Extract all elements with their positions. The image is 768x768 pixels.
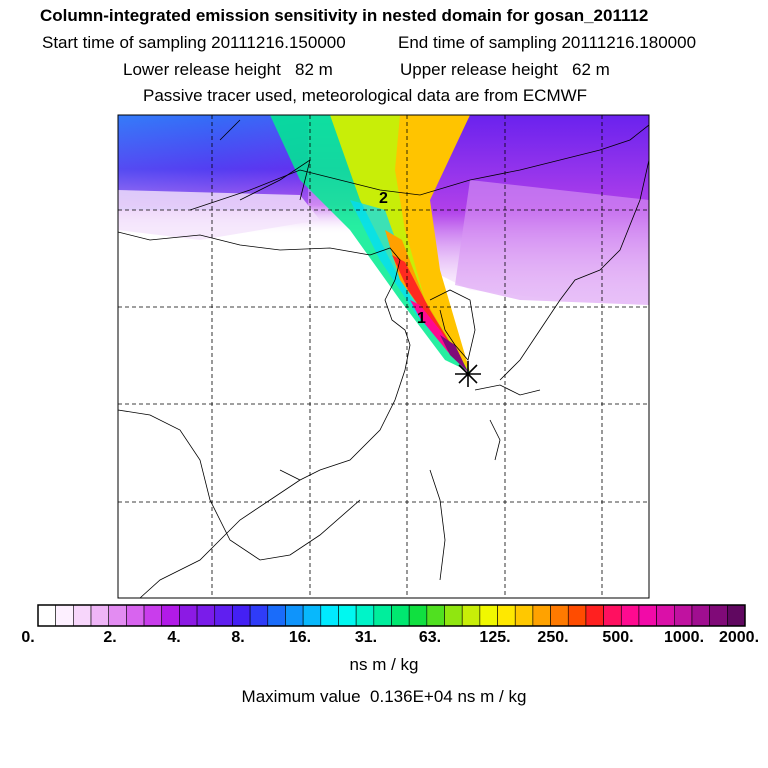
colorbar-cell — [179, 604, 198, 627]
colorbar-cell — [143, 604, 163, 627]
colorbar-cell — [90, 604, 110, 627]
colorbar-cell — [232, 604, 251, 627]
coastlines — [117, 119, 650, 599]
plot-area: 2 1 — [117, 114, 650, 599]
colorbar-cell — [249, 604, 269, 627]
colorbar-cell — [514, 604, 534, 627]
colorbar-cell — [567, 604, 587, 627]
asterisk-icon — [455, 361, 481, 387]
colorbar-cell — [355, 604, 375, 627]
plot-title: Column-integrated emission sensitivity i… — [40, 6, 649, 25]
start-time-label: Start time of sampling 20111216.150000 — [42, 33, 346, 52]
colorbar-cell — [550, 604, 569, 627]
colorbar-cell — [620, 604, 640, 627]
colorbar-tick-label: 1000. — [663, 629, 705, 646]
colorbar-cell — [37, 604, 56, 627]
colorbar-cell — [709, 604, 728, 627]
colorbar-cell — [727, 604, 746, 627]
colorbar-tick-label: 31. — [354, 629, 378, 646]
colorbar-cell — [426, 604, 445, 627]
tracer-info-label: Passive tracer used, meteorological data… — [143, 86, 588, 105]
colorbar-frame — [37, 604, 746, 627]
colorbar-tick-label: 8. — [231, 629, 245, 646]
colorbar-cell — [161, 604, 180, 627]
colorbar-tick-label: 0. — [21, 629, 35, 646]
marker-2: 2 — [379, 190, 388, 207]
colorbar-tick-label: 63. — [418, 629, 442, 646]
colorbar-cell — [267, 604, 286, 627]
colorbar-units: ns m / kg — [349, 655, 419, 674]
colorbar-cell — [373, 604, 392, 627]
colorbar-tick-label: 500. — [602, 629, 634, 646]
colorbar-cell — [479, 604, 498, 627]
colorbar-cell — [638, 604, 657, 627]
maximum-value-label: Maximum value 0.136E+04 ns m / kg — [241, 687, 527, 706]
colorbar-cell — [673, 604, 693, 627]
colorbar-cell — [691, 604, 710, 627]
end-time-label: End time of sampling 20111216.180000 — [398, 33, 697, 52]
colorbar-cell — [55, 604, 74, 627]
colorbar-cell — [461, 604, 481, 627]
colorbar-cell — [656, 604, 675, 627]
colorbar-cell — [214, 604, 233, 627]
lower-release-label: Lower release height 82 m — [123, 60, 333, 79]
colorbar-tick-label: 4. — [167, 629, 181, 646]
colorbar-cell — [320, 604, 339, 627]
colorbar-tick-label: 2. — [103, 629, 117, 646]
colorbar-cell — [108, 604, 127, 627]
colorbar-cell — [196, 604, 216, 627]
colorbar-cell — [338, 604, 357, 627]
colorbar-tick-label: 125. — [479, 629, 511, 646]
colorbar-tick-label: 16. — [288, 629, 312, 646]
colorbar-cell — [497, 604, 516, 627]
colorbar-cell — [302, 604, 322, 627]
colorbar-tick-label: 250. — [537, 629, 569, 646]
colorbar-cell — [285, 604, 304, 627]
colorbar-cell — [391, 604, 410, 627]
colorbar-cell — [126, 604, 145, 627]
graticule — [118, 115, 649, 598]
colorbar-cell — [444, 604, 463, 627]
colorbar-cell — [532, 604, 551, 627]
colorbar-cell — [73, 604, 92, 627]
colorbar-cell — [603, 604, 622, 627]
colorbar-cell — [408, 604, 428, 627]
marker-1: 1 — [417, 310, 426, 327]
colorbar-tick-label: 2000. — [718, 629, 760, 646]
upper-release-label: Upper release height 62 m — [400, 60, 610, 79]
colorbar-cell — [585, 604, 604, 627]
